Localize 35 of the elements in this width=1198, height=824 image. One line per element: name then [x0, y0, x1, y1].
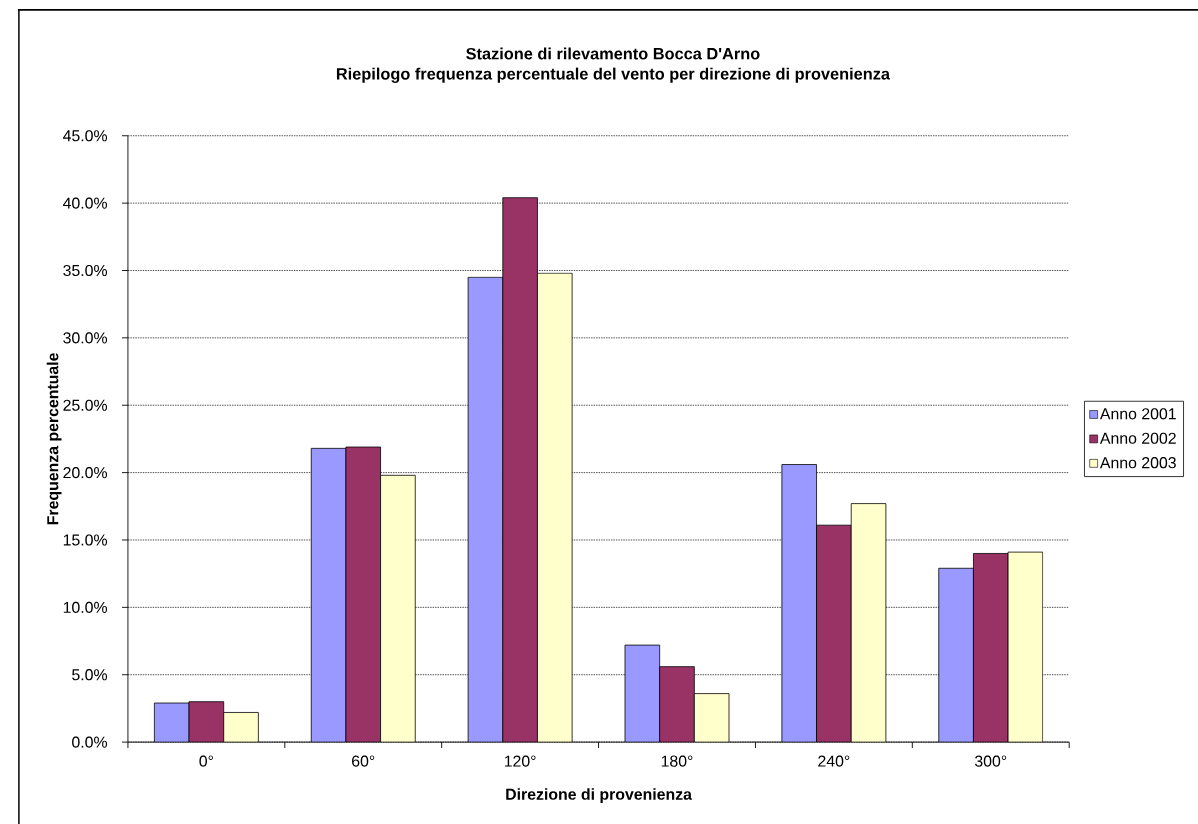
- y-tick-label: 0.0%: [72, 736, 108, 748]
- bar: [973, 552, 1009, 742]
- chart-title: Stazione di rilevamento Bocca D'Arno: [466, 47, 760, 60]
- y-tick-label: 35.0%: [63, 264, 108, 276]
- y-tick-label: 40.0%: [62, 197, 108, 209]
- bar: [625, 644, 660, 742]
- x-tick-label: 180°: [661, 755, 693, 767]
- bar: [154, 702, 190, 742]
- y-tick-label: 15.0%: [63, 534, 108, 546]
- y-tick-label: 10.0%: [63, 601, 108, 613]
- y-tick-label: 20.0%: [63, 466, 108, 479]
- y-tick-label: 5.0%: [72, 668, 108, 681]
- x-tick-label: 300°: [974, 755, 1007, 767]
- bar: [938, 567, 974, 742]
- bar: [311, 448, 346, 742]
- x-tick-label: 0°: [199, 755, 213, 767]
- legend-label: Anno 2001: [1099, 408, 1176, 420]
- y-tick-label: 45.0%: [62, 129, 108, 142]
- bar: [781, 464, 817, 742]
- bar: [502, 197, 538, 742]
- bar: [816, 524, 852, 742]
- y-tick-label: 30.0%: [63, 332, 108, 344]
- x-tick-label: 240°: [818, 755, 850, 767]
- x-tick-label: 120°: [504, 755, 536, 767]
- x-axis-title: Direzione di provenienza: [506, 788, 693, 803]
- legend-label: Anno 2003: [1099, 456, 1176, 469]
- bar: [659, 666, 695, 742]
- legend-label: Anno 2002: [1099, 432, 1176, 444]
- bar: [189, 701, 224, 742]
- bar: [345, 446, 381, 742]
- chart-subtitle: Riepilogo frequenza percentuale del vento per direzione di provenienza: [336, 67, 891, 83]
- y-axis-title: Frequenza percentuale: [46, 352, 62, 525]
- bar: [468, 277, 503, 742]
- y-tick-label: 25.0%: [63, 399, 108, 411]
- x-tick-label: 60°: [352, 755, 375, 767]
